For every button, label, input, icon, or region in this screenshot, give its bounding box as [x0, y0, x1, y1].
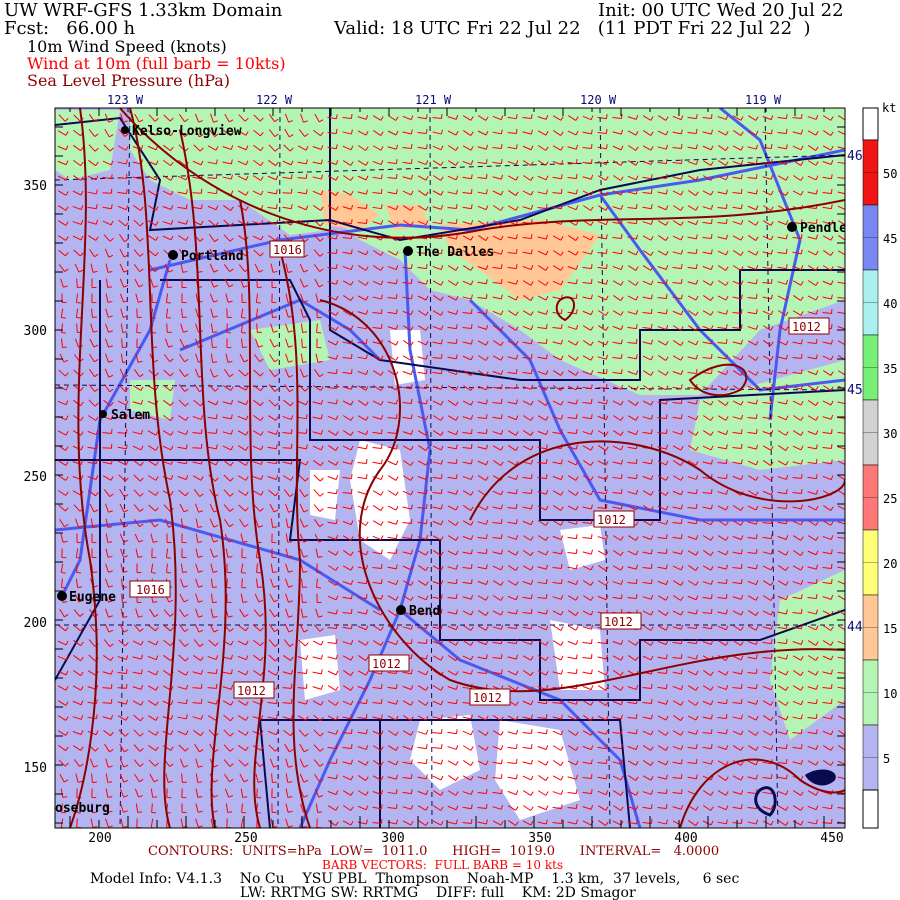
lon-label: 121 W — [415, 93, 452, 107]
field-wind-barbs: Wind at 10m (full barb = 10kts) — [27, 54, 286, 73]
lon-label: 119 W — [745, 93, 782, 107]
svg-text:1012: 1012 — [237, 684, 266, 698]
svg-text:oseburg: oseburg — [55, 801, 110, 816]
city-pendleton: Pendle — [787, 221, 847, 236]
pressure-label: 1016 — [129, 580, 171, 598]
x-tick-label: 400 — [674, 831, 697, 846]
colorbar-label: 45 — [883, 232, 897, 246]
y-tick-label: 150 — [24, 761, 47, 776]
colorbar-label: 20 — [883, 557, 897, 571]
lon-label: 123 W — [107, 93, 144, 107]
colorbar-label: 40 — [883, 297, 897, 311]
pressure-labels: 1016 1016 1012 1012 1012 1012 1012 1012 — [129, 240, 830, 706]
x-tick-label: 450 — [820, 831, 843, 846]
svg-text:Eugene: Eugene — [69, 590, 116, 605]
x-tick-label: 350 — [528, 831, 551, 846]
y-axis-labels: 350 300 250 200 150 — [24, 179, 47, 776]
colorbar-label: 35 — [883, 362, 897, 376]
x-tick-label: 300 — [381, 831, 404, 846]
city-eugene: Eugene — [57, 590, 116, 605]
city-bend: Bend — [396, 604, 440, 619]
pressure-label: 1012 — [368, 654, 410, 672]
colorbar-label: 15 — [883, 622, 897, 636]
y-tick-label: 200 — [24, 616, 47, 631]
field-slp: Sea Level Pressure (hPa) — [27, 71, 231, 90]
physics-info: LW: RRTMG SW: RRTMG DIFF: full KM: 2D Sm… — [240, 885, 636, 900]
colorbar: 50 45 40 35 30 25 20 15 10 5 — [862, 107, 897, 829]
x-axis-labels: 200 250 300 350 400 450 — [88, 831, 843, 846]
y-tick-label: 300 — [24, 324, 47, 339]
y-tick-label: 250 — [24, 470, 47, 485]
colorbar-label: 25 — [883, 492, 897, 506]
pressure-label: 1012 — [469, 688, 511, 706]
svg-text:Kelso-Longview: Kelso-Longview — [132, 124, 242, 139]
pressure-label: 1012 — [788, 317, 830, 335]
colorbar-unit: kt — [882, 101, 896, 115]
barb-info: BARB VECTORS: FULL BARB = 10 kts — [322, 858, 564, 872]
svg-text:1012: 1012 — [597, 513, 626, 527]
svg-text:Pendle: Pendle — [800, 221, 847, 236]
city-salem: Salem — [99, 408, 150, 423]
pressure-label: 1012 — [600, 612, 642, 630]
svg-text:Bend: Bend — [409, 604, 440, 619]
colorbar-label: 30 — [883, 427, 897, 441]
valid-time: Valid: 18 UTC Fri 22 Jul 22 (11 PDT Fri … — [334, 18, 811, 39]
water-bodies — [754, 769, 836, 817]
pressure-label: 1012 — [233, 681, 275, 699]
init-time: Init: 00 UTC Wed 20 Jul 22 — [598, 0, 844, 21]
map-plot: 1016 1016 1012 1012 1012 1012 1012 1012 … — [55, 108, 847, 828]
cities: Kelso-Longview Portland The Dalles Pendl… — [55, 124, 847, 816]
model-info: Model Info: V4.1.3 No Cu YSU PBL Thompso… — [90, 871, 740, 887]
pressure-contours — [69, 108, 845, 828]
grid-lines — [55, 108, 845, 828]
contour-info: CONTOURS: UNITS=hPa LOW= 1011.0 HIGH= 10… — [148, 844, 720, 859]
longitude-labels: 123 W 122 W 121 W 120 W 119 W — [107, 93, 782, 107]
svg-text:1012: 1012 — [473, 691, 502, 705]
colorbar-label: 50 — [883, 167, 897, 181]
lon-label: 120 W — [580, 93, 617, 107]
colorbar-label: 10 — [883, 687, 897, 701]
colorbar-label: 5 — [883, 752, 890, 766]
model-title: UW WRF-GFS 1.33km Domain — [4, 0, 283, 21]
map-frame — [54, 107, 846, 829]
city-kelso-longview: Kelso-Longview — [121, 124, 242, 139]
x-tick-label: 250 — [234, 831, 257, 846]
city-the-dalles: The Dalles — [403, 245, 494, 260]
colorbar-segment — [862, 107, 879, 141]
svg-text:1016: 1016 — [136, 583, 165, 597]
colorbar-segment — [862, 789, 879, 829]
svg-text:1016: 1016 — [273, 243, 302, 257]
lon-label: 122 W — [256, 93, 293, 107]
svg-text:1012: 1012 — [604, 615, 633, 629]
svg-text:The Dalles: The Dalles — [416, 245, 494, 260]
pressure-label: 1012 — [593, 510, 635, 528]
svg-text:1012: 1012 — [792, 320, 821, 334]
field-wind-speed: 10m Wind Speed (knots) — [27, 37, 227, 56]
forecast-hour: Fcst: 66.00 h — [4, 18, 136, 39]
svg-text:Portland: Portland — [181, 249, 244, 264]
svg-text:1012: 1012 — [372, 657, 401, 671]
pressure-label: 1016 — [269, 240, 305, 258]
city-portland: Portland — [168, 249, 244, 264]
y-tick-label: 350 — [24, 179, 47, 194]
city-roseburg: oseburg — [55, 801, 110, 816]
axis-ticks — [55, 108, 845, 828]
svg-text:Salem: Salem — [111, 408, 150, 423]
x-tick-label: 200 — [88, 831, 111, 846]
